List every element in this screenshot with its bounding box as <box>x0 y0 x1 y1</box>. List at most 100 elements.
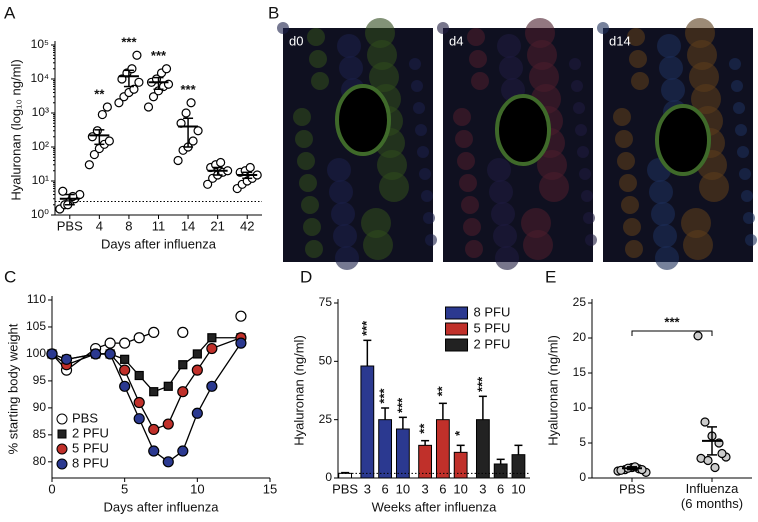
texture <box>585 234 597 246</box>
data-point <box>717 448 727 459</box>
error-bar <box>421 439 430 446</box>
error-bar <box>212 166 223 176</box>
texture <box>489 180 513 204</box>
texture <box>685 18 715 48</box>
x-axis-title: Weeks after influenza <box>372 499 498 514</box>
error-bar <box>456 444 465 453</box>
texture <box>735 124 747 136</box>
texture <box>421 190 433 202</box>
texture <box>681 208 711 238</box>
texture <box>613 108 631 126</box>
data-point <box>60 353 73 365</box>
texture <box>299 174 317 192</box>
data-point <box>245 162 255 173</box>
data-point <box>148 326 160 338</box>
x-tick-label: 14 <box>181 218 195 233</box>
error-bar <box>514 444 523 455</box>
texture <box>457 152 475 170</box>
data-point <box>133 396 145 409</box>
bar <box>435 419 450 479</box>
error-bar <box>64 193 75 206</box>
x-tick-label: 4 <box>96 218 103 233</box>
significance: ** <box>417 423 432 434</box>
legend-label: 8 PFU <box>72 455 109 470</box>
texture <box>651 202 675 226</box>
y-tick-label: 5 <box>579 435 586 449</box>
error-bar <box>153 76 164 90</box>
texture <box>617 152 635 170</box>
texture <box>409 58 421 70</box>
legend-swatch <box>445 322 469 336</box>
error-bar <box>183 117 194 148</box>
bar <box>395 428 410 479</box>
texture <box>329 180 353 204</box>
legend-swatch <box>445 306 469 320</box>
y-tick-label: 50 <box>319 354 333 368</box>
data-point <box>193 126 203 136</box>
texture <box>487 158 511 182</box>
error-bar <box>438 402 447 420</box>
micrograph: d14 <box>597 18 757 270</box>
y-tick-label: 80 <box>33 454 47 468</box>
texture <box>525 18 555 48</box>
x-tick-label: 6 <box>381 481 388 496</box>
texture <box>465 240 483 258</box>
y-tick-label: 10 <box>573 400 587 414</box>
y-tick-label: 100 <box>26 346 46 360</box>
data-point <box>186 98 196 108</box>
error-bar <box>707 426 717 456</box>
error-bar <box>363 339 372 366</box>
data-point <box>181 108 191 118</box>
x-tick-label: 42 <box>240 218 254 233</box>
texture <box>309 50 327 68</box>
texture <box>437 22 449 34</box>
data-point <box>173 155 183 166</box>
airway <box>495 94 551 166</box>
image-label: d14 <box>609 33 631 48</box>
airway <box>335 84 391 156</box>
texture <box>575 124 587 136</box>
data-point <box>163 381 173 391</box>
error-bar <box>94 129 105 146</box>
texture <box>733 102 745 114</box>
data-point <box>216 157 226 168</box>
panel-label: C <box>4 267 16 286</box>
data-point <box>104 337 116 349</box>
bar <box>511 454 526 479</box>
significance: *** <box>474 376 489 392</box>
data-point <box>148 423 160 436</box>
data-point <box>703 455 713 466</box>
texture <box>491 202 515 226</box>
significance: *** <box>394 397 409 413</box>
texture <box>455 130 473 148</box>
texture <box>655 246 679 270</box>
y-tick-label: 95 <box>33 373 47 387</box>
texture <box>301 196 319 214</box>
data-point <box>119 337 131 349</box>
x-axis-title: Days after influenza <box>101 236 217 251</box>
x-tick-label: 10 <box>511 481 525 496</box>
texture <box>631 72 649 90</box>
significance: ** <box>434 385 449 396</box>
bar <box>475 419 490 479</box>
y-tick-label: 110 <box>27 292 46 306</box>
texture <box>615 130 633 148</box>
bracket <box>631 330 713 336</box>
data-point <box>89 348 102 360</box>
significance: *** <box>664 314 680 329</box>
texture <box>649 180 673 204</box>
texture <box>571 80 583 92</box>
data-point <box>693 331 703 341</box>
significance: * <box>452 430 467 436</box>
data-point <box>700 417 710 427</box>
texture <box>413 102 425 114</box>
y-axis-title: Hyaluronan (ng/ml) <box>291 335 306 446</box>
texture <box>689 62 719 92</box>
texture <box>493 224 517 248</box>
data-point <box>235 337 247 349</box>
data-point <box>177 445 189 457</box>
y-tick-label: 0 <box>325 470 332 484</box>
legend-swatch <box>445 338 469 352</box>
y-axis-title: Hyaluronan (log₁₀ ng/ml) <box>8 59 23 200</box>
texture <box>577 146 589 158</box>
